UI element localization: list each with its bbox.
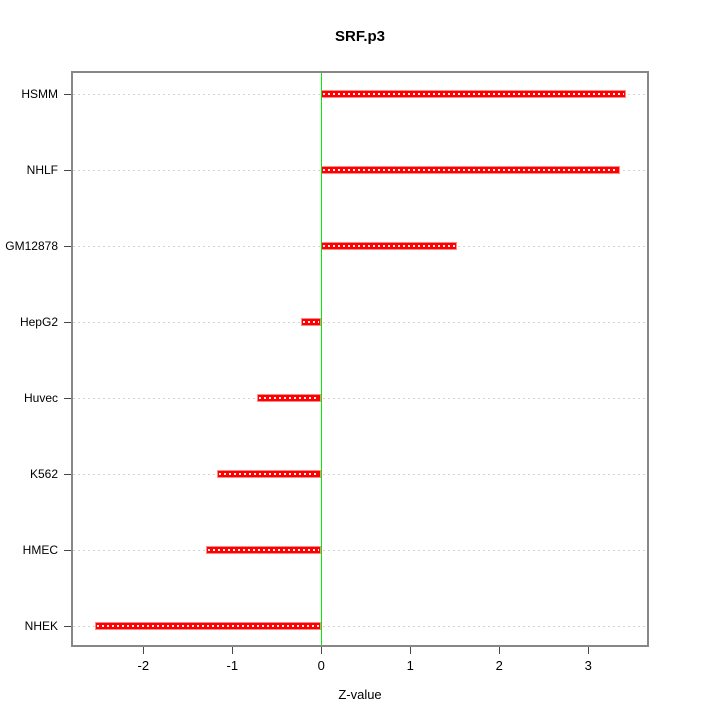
y-axis-category-label: NHLF: [26, 163, 58, 177]
x-axis-title: Z-value: [338, 687, 382, 702]
x-axis-tick-label: -1: [226, 658, 239, 673]
y-axis-category-label: HMEC: [22, 543, 58, 557]
bar: [95, 622, 322, 630]
plot-area: [71, 71, 649, 647]
chart-title: SRF.p3: [334, 28, 385, 45]
x-axis-tick-label: 0: [317, 658, 325, 673]
y-axis-category-label: Huvec: [23, 391, 58, 405]
y-axis-tick: [64, 93, 71, 95]
bar: [321, 166, 621, 174]
y-axis-tick: [64, 473, 71, 475]
bar: [257, 394, 322, 402]
bar: [321, 90, 626, 98]
bar-dot-pattern: [259, 397, 320, 399]
bar: [205, 546, 322, 554]
x-axis-tick-label: 1: [406, 658, 414, 673]
bar-dot-pattern: [302, 321, 320, 323]
row-gridline: [73, 397, 647, 399]
row-gridline: [73, 321, 647, 323]
y-axis-tick: [64, 397, 71, 399]
bar-dot-pattern: [207, 549, 320, 551]
y-axis-category-label: HSMM: [21, 87, 58, 101]
y-axis-category-label: GM12878: [5, 239, 58, 253]
row-gridline: [73, 549, 647, 551]
y-axis-tick: [64, 321, 71, 323]
x-axis-tick-label: 2: [495, 658, 503, 673]
bar-dot-pattern: [219, 473, 320, 475]
row-gridline: [73, 473, 647, 475]
y-axis-category-label: NHEK: [24, 619, 58, 633]
x-axis-tick-label: -2: [137, 658, 150, 673]
y-axis-tick: [64, 245, 71, 247]
x-axis-tick: [320, 647, 322, 654]
zero-reference-line: [320, 73, 323, 645]
x-axis-tick: [409, 647, 411, 654]
x-axis-tick-label: 3: [584, 658, 592, 673]
bar-dot-pattern: [97, 625, 320, 627]
x-axis-tick: [498, 647, 500, 654]
x-axis-tick: [587, 647, 589, 654]
x-axis-tick: [142, 647, 144, 654]
bar: [217, 470, 322, 478]
bar-dot-pattern: [323, 245, 456, 247]
y-axis-tick: [64, 169, 71, 171]
y-axis-tick: [64, 625, 71, 627]
bar-dot-pattern: [323, 93, 624, 95]
y-axis-category-label: HepG2: [19, 315, 58, 329]
row-gridline: [73, 625, 647, 627]
y-axis-tick: [64, 549, 71, 551]
x-axis-tick: [231, 647, 233, 654]
y-axis-category-label: K562: [29, 467, 58, 481]
bar: [321, 242, 458, 250]
bar-dot-pattern: [323, 169, 619, 171]
bar: [300, 318, 322, 326]
